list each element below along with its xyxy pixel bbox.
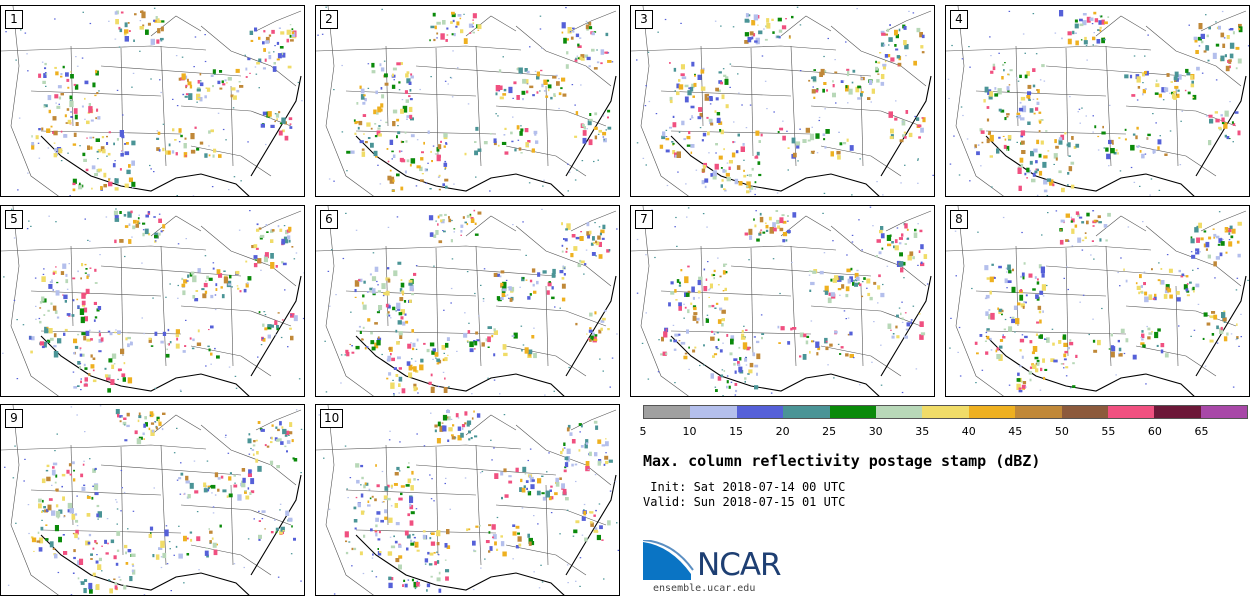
- ensemble-member-panel: 2: [315, 5, 620, 197]
- reflectivity-map: [316, 405, 619, 595]
- colorbar-tick-label: 50: [1054, 425, 1069, 438]
- coastline: [40, 75, 302, 196]
- ensemble-member-panel: 6: [315, 205, 620, 397]
- member-number-label: 2: [320, 10, 338, 29]
- ensemble-member-panel: 3: [630, 5, 935, 197]
- colorbar-segment: [1061, 406, 1108, 418]
- colorbar-tick-label: 15: [729, 425, 744, 438]
- member-number-label: 7: [635, 210, 653, 229]
- member-number-label: 10: [320, 409, 344, 428]
- coastline: [40, 474, 302, 595]
- source-url: ensemble.ucar.edu: [653, 583, 756, 594]
- coastline: [670, 75, 932, 196]
- coastline: [985, 75, 1247, 196]
- member-number-label: 1: [5, 10, 23, 29]
- ensemble-member-panel: 1: [0, 5, 305, 197]
- colorbar-tick-label: 45: [1008, 425, 1023, 438]
- colorbar-segment: [783, 406, 830, 418]
- figure-title: Max. column reflectivity postage stamp (…: [643, 452, 1041, 470]
- reflectivity-map: [631, 6, 934, 196]
- colorbar-segment: [875, 406, 923, 418]
- colorbar-tick-labels: 5 10 15 20 25 30 35 40 45 50 55 60 65: [639, 425, 1248, 439]
- colorbar-tick-label: 20: [775, 425, 790, 438]
- colorbar-segment: [1015, 406, 1062, 418]
- member-number-label: 8: [950, 210, 968, 229]
- ensemble-member-panel: 7: [630, 205, 935, 397]
- reflectivity-colorbar: [643, 405, 1248, 419]
- member-number-label: 3: [635, 10, 653, 29]
- ncar-logo-swoosh-line: [643, 540, 694, 571]
- valid-time: Valid: Sun 2018-07-15 01 UTC: [643, 495, 846, 509]
- colorbar-tick-label: 60: [1147, 425, 1162, 438]
- coastline: [40, 275, 302, 396]
- colorbar-segment: [922, 406, 969, 418]
- ensemble-member-panel: 10: [315, 404, 620, 596]
- colorbar-tick-label: 65: [1194, 425, 1209, 438]
- colorbar-tick-label: 35: [915, 425, 930, 438]
- colorbar-segment: [644, 406, 691, 418]
- ensemble-member-panel: 5: [0, 205, 305, 397]
- colorbar-tick-label: 10: [682, 425, 697, 438]
- colorbar-segment: [1200, 406, 1248, 418]
- colorbar-tick-label: 25: [822, 425, 837, 438]
- member-number-label: 9: [5, 409, 23, 428]
- member-number-label: 4: [950, 10, 968, 29]
- reflectivity-map: [946, 6, 1249, 196]
- member-number-label: 6: [320, 210, 338, 229]
- ensemble-member-panel: 9: [0, 404, 305, 596]
- reflectivity-map: [316, 206, 618, 396]
- ncar-logo: [643, 540, 694, 580]
- init-time: Init: Sat 2018-07-14 00 UTC: [643, 480, 846, 494]
- coastline: [670, 275, 932, 396]
- reflectivity-map: [946, 206, 1249, 396]
- ncar-logo-text: NCAR: [697, 547, 782, 583]
- ensemble-member-panel: 8: [945, 205, 1250, 397]
- colorbar-tick-label: 30: [868, 425, 883, 438]
- reflectivity-map: [1, 206, 304, 396]
- colorbar-segment: [736, 406, 784, 418]
- colorbar-segment: [1154, 406, 1201, 418]
- coastline: [355, 275, 617, 396]
- colorbar-tick-label: 40: [961, 425, 976, 438]
- coastline: [985, 275, 1247, 396]
- colorbar-tick-label: 55: [1101, 425, 1116, 438]
- ncar-logo-swoosh-blue: [643, 542, 691, 580]
- colorbar-segment: [968, 406, 1016, 418]
- reflectivity-map: [316, 6, 617, 196]
- colorbar-segment: [1107, 406, 1155, 418]
- colorbar-tick-label: 5: [639, 425, 647, 438]
- member-number-label: 5: [5, 210, 23, 229]
- coastline: [355, 474, 617, 595]
- colorbar-segment: [829, 406, 876, 418]
- coastline: [355, 75, 617, 196]
- reflectivity-map: [631, 206, 932, 396]
- ensemble-member-panel: 4: [945, 5, 1250, 197]
- colorbar-segment: [690, 406, 737, 418]
- reflectivity-map: [1, 6, 303, 196]
- reflectivity-map: [1, 405, 303, 595]
